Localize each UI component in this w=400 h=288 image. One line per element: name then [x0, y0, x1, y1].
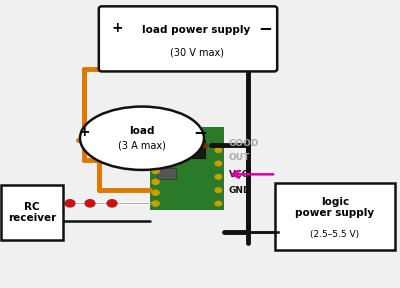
Text: logic
power supply: logic power supply [296, 197, 374, 218]
Text: load: load [129, 126, 155, 136]
FancyBboxPatch shape [150, 127, 224, 210]
Circle shape [215, 161, 222, 166]
Circle shape [152, 190, 159, 195]
Text: RC
receiver: RC receiver [8, 202, 56, 223]
Text: load power supply: load power supply [142, 25, 251, 35]
Circle shape [152, 168, 159, 174]
Text: −: − [193, 124, 207, 141]
Text: −: − [258, 19, 272, 37]
Circle shape [152, 179, 159, 184]
Text: (2.5–5.5 V): (2.5–5.5 V) [310, 230, 360, 238]
Circle shape [152, 147, 159, 152]
FancyBboxPatch shape [99, 6, 277, 71]
Text: GOOD: GOOD [229, 139, 259, 148]
Circle shape [215, 148, 222, 152]
Circle shape [215, 188, 222, 192]
Ellipse shape [80, 107, 204, 170]
Text: +: + [111, 21, 123, 35]
Ellipse shape [106, 199, 118, 208]
FancyBboxPatch shape [1, 185, 63, 240]
Text: (3 A max): (3 A max) [118, 141, 166, 150]
Circle shape [215, 175, 222, 179]
Text: VCC: VCC [229, 170, 249, 179]
Text: +: + [78, 126, 90, 139]
Circle shape [152, 201, 159, 206]
Text: OUT: OUT [229, 153, 250, 162]
Circle shape [152, 158, 159, 163]
FancyBboxPatch shape [275, 183, 395, 250]
FancyBboxPatch shape [158, 168, 176, 179]
Text: (30 V max): (30 V max) [170, 47, 224, 57]
FancyBboxPatch shape [176, 140, 206, 158]
Text: GND: GND [229, 186, 251, 195]
Circle shape [215, 201, 222, 206]
Ellipse shape [84, 199, 96, 208]
Ellipse shape [64, 199, 76, 208]
